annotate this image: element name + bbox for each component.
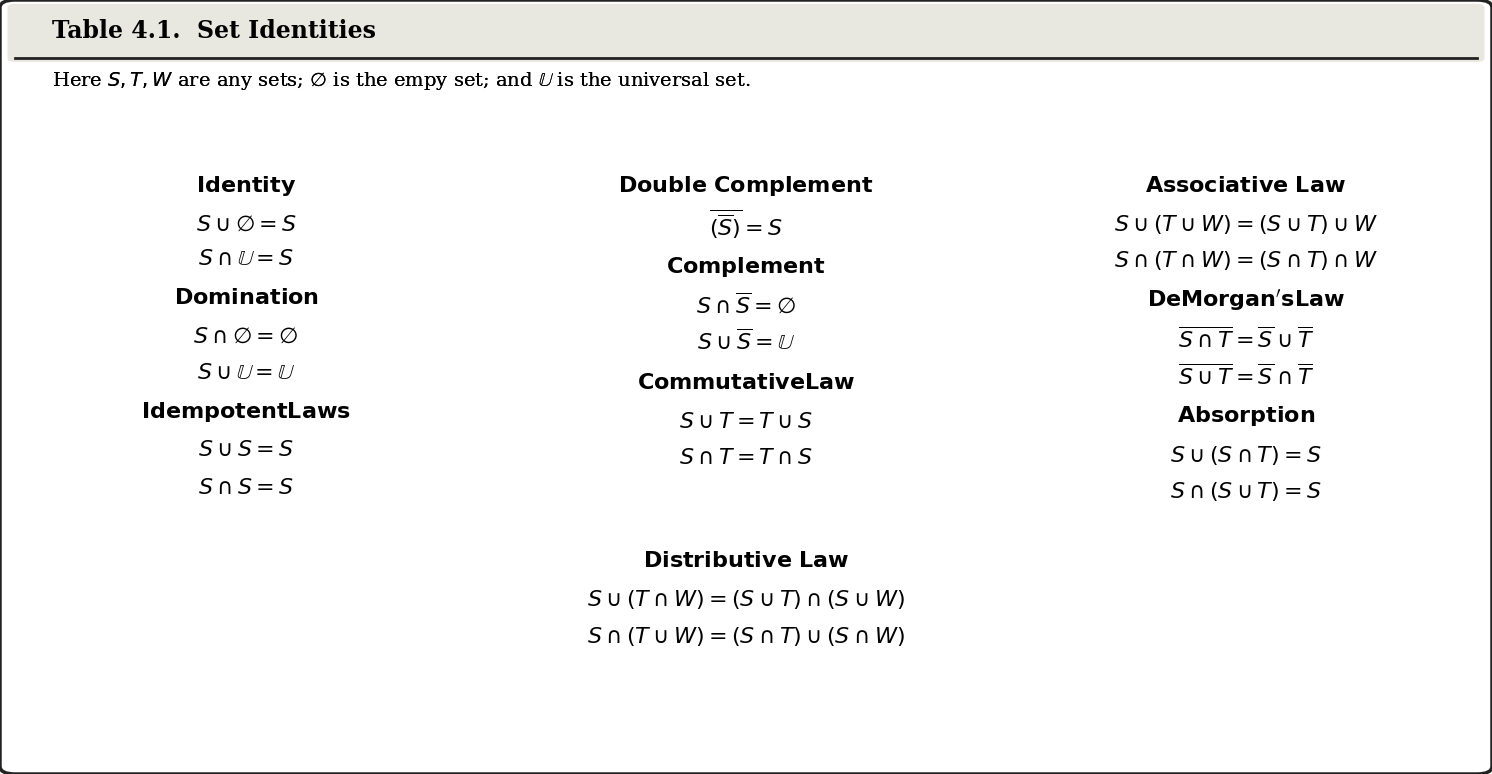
Text: $S \cap T = T \cap S$: $S \cap T = T \cap S$	[679, 447, 813, 469]
Text: Here $S,T,W$ are any sets; $\varnothing$ is the empy set; and $\mathbb{U}$ is th: Here $S,T,W$ are any sets; $\varnothing$…	[52, 70, 750, 92]
Text: $S \cap \overline{S} = \varnothing$: $S \cap \overline{S} = \varnothing$	[695, 293, 797, 318]
Text: $S \cup (T \cup W) = (S \cup T) \cup W$: $S \cup (T \cup W) = (S \cup T) \cup W$	[1115, 213, 1377, 236]
Text: $S \cap \varnothing = \varnothing$: $S \cap \varnothing = \varnothing$	[194, 326, 298, 348]
Text: $S \cap (T \cup W) = (S \cap T) \cup (S \cap W)$: $S \cap (T \cup W) = (S \cap T) \cup (S …	[588, 625, 904, 648]
Text: $S \cap (T \cap W) = (S \cap T) \cap W$: $S \cap (T \cap W) = (S \cap T) \cap W$	[1115, 249, 1377, 272]
Text: Here $S,T,W$ are any sets; $\varnothing$ is the empy set; and $\mathbb{U}$ is th: Here $S,T,W$ are any sets; $\varnothing$…	[52, 70, 750, 92]
Text: $\bf{Domination}$: $\bf{Domination}$	[173, 287, 319, 309]
Text: $S \cap \mathbb{U} = S$: $S \cap \mathbb{U} = S$	[198, 248, 294, 270]
FancyBboxPatch shape	[7, 4, 1485, 62]
Text: $\bf{Idempotent Laws}$: $\bf{Idempotent Laws}$	[142, 399, 351, 424]
Text: $\bf{Absorption}$: $\bf{Absorption}$	[1177, 404, 1314, 429]
Text: $\bf{Distributive\ Law}$: $\bf{Distributive\ Law}$	[643, 550, 849, 572]
Text: $\bf{Identity}$: $\bf{Identity}$	[195, 173, 297, 198]
Text: $S \cup S = S$: $S \cup S = S$	[198, 440, 294, 461]
Text: $\bf{De Morgan's Law}$: $\bf{De Morgan's Law}$	[1147, 288, 1344, 313]
Text: $\bf{Associative\ Law}$: $\bf{Associative\ Law}$	[1146, 175, 1346, 197]
Text: $S \cup \varnothing = S$: $S \cup \varnothing = S$	[195, 214, 297, 235]
Text: $\bf{Complement}$: $\bf{Complement}$	[665, 255, 827, 279]
Text: $\overline{S \cup T} = \overline{S} \cap \overline{T}$: $\overline{S \cup T} = \overline{S} \cap…	[1177, 365, 1314, 389]
Text: Table 4.1.  Set Identities: Table 4.1. Set Identities	[52, 19, 376, 43]
Text: $S \cup \overline{S} = \mathbb{U}$: $S \cup \overline{S} = \mathbb{U}$	[697, 330, 795, 354]
Text: $S \cup (S \cap T) = S$: $S \cup (S \cap T) = S$	[1170, 444, 1322, 467]
Text: $\overline{S \cap T} = \overline{S} \cup \overline{T}$: $\overline{S \cap T} = \overline{S} \cup…	[1177, 328, 1314, 353]
Text: $\bf{Double\ Complement}$: $\bf{Double\ Complement}$	[618, 173, 874, 198]
Text: $S \cup (T \cap W) = (S \cup T) \cap (S \cup W)$: $S \cup (T \cap W) = (S \cup T) \cap (S …	[588, 588, 904, 611]
Text: $\bf{Commutative Law}$: $\bf{Commutative Law}$	[637, 372, 855, 394]
Text: $S \cup \mathbb{U} = \mathbb{U}$: $S \cup \mathbb{U} = \mathbb{U}$	[197, 362, 295, 384]
Text: $\overline{(\overline{S})} = S$: $\overline{(\overline{S})} = S$	[709, 207, 783, 241]
Text: $S \cap S = S$: $S \cap S = S$	[198, 477, 294, 498]
Text: $S \cap (S \cup T) = S$: $S \cap (S \cup T) = S$	[1170, 480, 1322, 503]
Text: $S \cup T = T \cup S$: $S \cup T = T \cup S$	[679, 411, 813, 433]
